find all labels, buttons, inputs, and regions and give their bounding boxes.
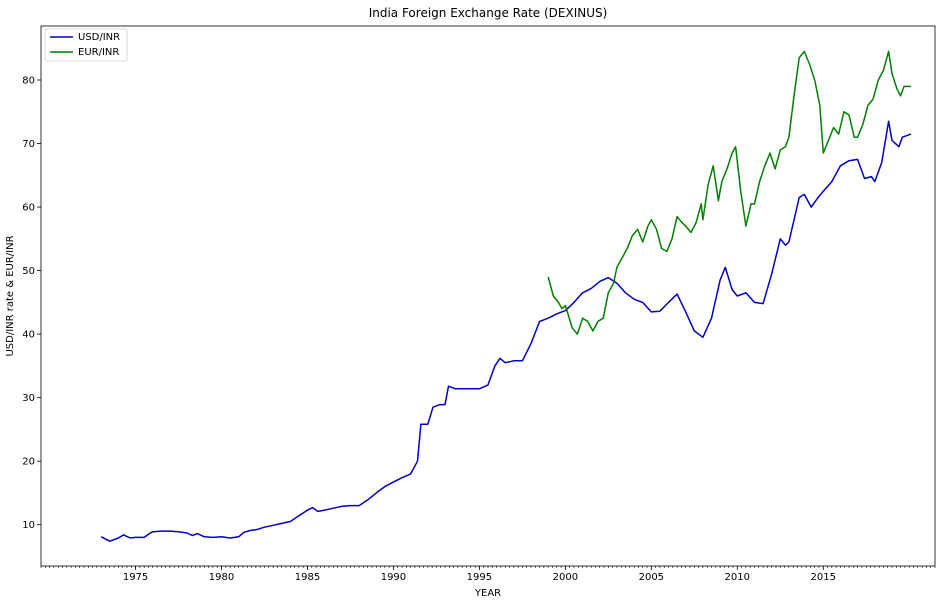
x-tick-label: 2000 [553,572,578,583]
y-tick-label: 10 [22,520,35,531]
y-tick-label: 30 [22,393,35,404]
y-tick-label: 80 [22,76,35,87]
legend-label-eur: EUR/INR [78,47,119,58]
series-lines [100,50,912,542]
chart-title: India Foreign Exchange Rate (DEXINUS) [369,6,608,20]
series-line-eur-inr [547,50,911,335]
y-tick-label: 70 [22,139,35,150]
y-tick-label: 40 [22,330,35,341]
x-tick-label: 1990 [381,572,406,583]
legend: USD/INR EUR/INR [44,28,128,62]
x-tick-label: 1985 [295,572,320,583]
x-tick-label: 1975 [123,572,148,583]
x-tick-label: 1995 [467,572,492,583]
series-line-usd-inr [100,120,912,542]
x-tick-label: 2010 [725,572,750,583]
y-axis-ticks: 10 20 30 40 50 60 70 80 [22,76,41,531]
y-tick-label: 20 [22,457,35,468]
y-tick-label: 60 [22,203,35,214]
x-axis-label: YEAR [474,588,501,599]
plot-area [40,25,936,567]
legend-label-usd: USD/INR [78,32,120,43]
x-tick-label: 1980 [209,572,234,583]
y-tick-label: 50 [22,266,35,277]
x-tick-label: 2015 [811,572,836,583]
x-tick-label: 2005 [639,572,664,583]
x-axis-ticks: 1975 1980 1985 1990 1995 2000 2005 2010 2015 [123,566,836,583]
y-axis-label: USD/INR rate & EUR/INR [5,235,16,356]
